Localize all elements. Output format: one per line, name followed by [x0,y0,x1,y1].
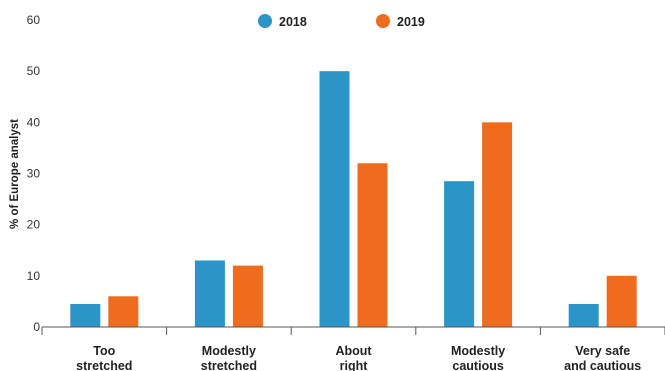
bar-2019-1 [232,265,263,327]
bar-2018-2 [319,71,350,328]
bar-2019-2 [357,163,388,327]
x-category-label: stretched [201,359,257,371]
legend-marker-2018 [258,14,272,28]
legend-label: 2019 [397,15,425,29]
y-tick-label: 30 [27,167,41,181]
x-category-label: stretched [76,359,132,371]
y-tick-label: 40 [27,115,41,129]
x-axis-labels: ToostretchedModestlystretchedAboutrightM… [76,344,641,371]
y-tick-label: 50 [27,64,41,78]
x-axis [41,326,665,335]
y-tick-label: 10 [27,269,41,283]
bar-2018-0 [70,303,101,327]
legend-marker-2019 [376,14,390,28]
bar-2018-3 [444,181,475,327]
bar-2019-3 [482,122,513,327]
y-axis-title: % of Europe analyst [9,119,21,229]
y-tick-label: 20 [27,218,41,232]
x-category-label: Too [93,344,115,358]
y-tick-label: 0 [33,320,40,334]
bars [70,71,637,328]
y-axis-title-group: % of Europe analyst [9,119,21,229]
y-tick-label: 60 [27,13,41,27]
bar-2019-0 [108,296,139,327]
legend: 2018 2019 [258,14,425,29]
x-category-label: Modestly [202,344,256,358]
bar-2018-4 [568,303,599,327]
x-category-label: cautious [452,359,503,371]
x-category-label: right [340,359,369,371]
legend-label: 2018 [279,15,307,29]
bar-2019-4 [606,275,637,327]
x-category-label: and cautious [564,359,641,371]
bar-2018-1 [194,260,225,327]
x-category-label: About [335,344,372,358]
x-category-label: Modestly [451,344,505,358]
y-axis-ticks: 0 10 20 30 40 50 60 [27,13,41,334]
x-category-label: Very safe [575,344,630,358]
